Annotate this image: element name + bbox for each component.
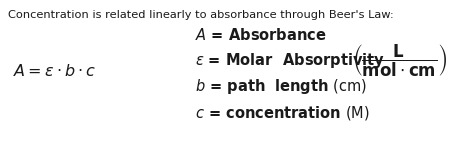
Text: $\left(\dfrac{\mathbf{L}}{\mathbf{mol}\cdot\mathbf{cm}}\right)$: $\left(\dfrac{\mathbf{L}}{\mathbf{mol}\c… [352,43,447,79]
Text: $\mathit{b}$ = path  length $\left(\mathrm{cm}\right)$: $\mathit{b}$ = path length $\left(\mathr… [195,78,367,97]
Text: $\mathit{c}$ = concentration $\left(\mathrm{M}\right)$: $\mathit{c}$ = concentration $\left(\mat… [195,104,370,122]
Text: $\varepsilon$ = Molar  Absorptivity: $\varepsilon$ = Molar Absorptivity [195,51,385,70]
Text: $\mathit{A}=\varepsilon\cdot \mathit{b}\cdot \mathit{c}$: $\mathit{A}=\varepsilon\cdot \mathit{b}\… [13,63,97,79]
Text: $\mathit{A}$ = Absorbance: $\mathit{A}$ = Absorbance [195,27,327,43]
Text: Concentration is related linearly to absorbance through Beer's Law:: Concentration is related linearly to abs… [8,10,394,20]
